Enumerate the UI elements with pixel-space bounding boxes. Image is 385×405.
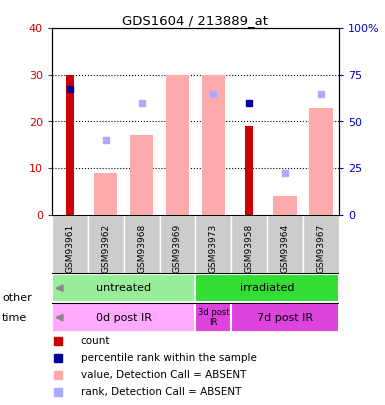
Bar [202,75,225,215]
Bar [195,303,231,332]
Bar [94,173,117,215]
Text: other: other [2,293,32,303]
Bar [267,215,303,273]
Text: GSM93973: GSM93973 [209,224,218,273]
Bar [130,135,153,215]
Bar [231,215,267,273]
Text: GSM93961: GSM93961 [65,224,74,273]
Bar [88,215,124,273]
Text: count: count [81,336,110,345]
Text: untreated: untreated [96,283,151,293]
Bar [195,274,339,302]
Bar [195,215,231,273]
Bar [166,75,189,215]
Text: GSM93968: GSM93968 [137,224,146,273]
Text: value, Detection Call = ABSENT: value, Detection Call = ABSENT [81,370,246,380]
Bar [159,215,196,273]
Text: GSM93964: GSM93964 [281,224,290,273]
Text: percentile rank within the sample: percentile rank within the sample [81,353,256,363]
Text: rank, Detection Call = ABSENT: rank, Detection Call = ABSENT [81,387,241,397]
Text: GSM93958: GSM93958 [244,224,254,273]
Bar [245,126,253,215]
Text: 3d post
IR: 3d post IR [198,308,229,327]
Text: 0d post IR: 0d post IR [96,313,152,323]
Bar [52,303,195,332]
Text: irradiated: irradiated [240,283,295,293]
Bar [231,303,339,332]
Text: 7d post IR: 7d post IR [257,313,313,323]
Bar [273,196,297,215]
Text: GSM93969: GSM93969 [173,224,182,273]
Bar [124,215,159,273]
Text: GSM93962: GSM93962 [101,224,110,273]
Bar [66,75,74,215]
Bar [52,215,88,273]
Bar [303,215,339,273]
Title: GDS1604 / 213889_at: GDS1604 / 213889_at [122,14,268,27]
Text: time: time [2,313,27,323]
Bar [52,274,195,302]
Text: GSM93967: GSM93967 [316,224,325,273]
Bar [309,107,333,215]
